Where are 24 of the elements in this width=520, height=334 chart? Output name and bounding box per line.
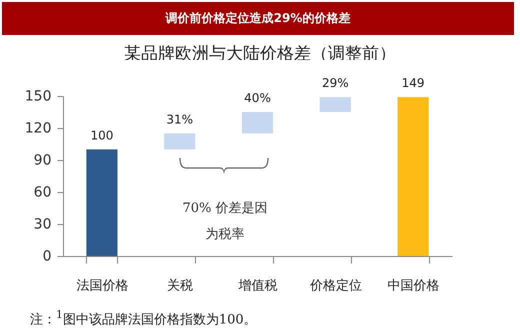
annotation: 29% (322, 76, 349, 90)
chart-title: 调价前价格定位造成29%的价格差 (2, 2, 514, 35)
annotation: 31% (166, 112, 194, 126)
annotation: 40% (244, 91, 271, 105)
bar (242, 112, 274, 134)
data-label: 149 (402, 76, 425, 90)
y-tick-label: 120 (24, 120, 52, 136)
y-tick-label: 0 (42, 248, 52, 264)
bar (86, 149, 118, 256)
y-tick-label: 150 (24, 88, 52, 104)
y-tick-label: 90 (34, 152, 52, 168)
x-tick-label: 中国价格 (388, 278, 440, 294)
text: 注：$^{1}$图中该品牌法国价格指数为100。 (30, 308, 257, 328)
data-label: 100 (90, 128, 114, 142)
y-tick-label: 30 (34, 216, 52, 232)
x-tick-label: 关税 (167, 278, 194, 294)
x-tick-label: 增值税 (238, 278, 278, 294)
bar (320, 97, 351, 112)
y-tick-label: 60 (34, 184, 52, 200)
bar (398, 97, 429, 256)
x-tick-label: 价格定位 (308, 278, 362, 294)
annotation: 70% 价差是因为税率 (182, 200, 268, 244)
bar (164, 133, 196, 150)
x-tick-label: 法国价格 (76, 278, 128, 294)
